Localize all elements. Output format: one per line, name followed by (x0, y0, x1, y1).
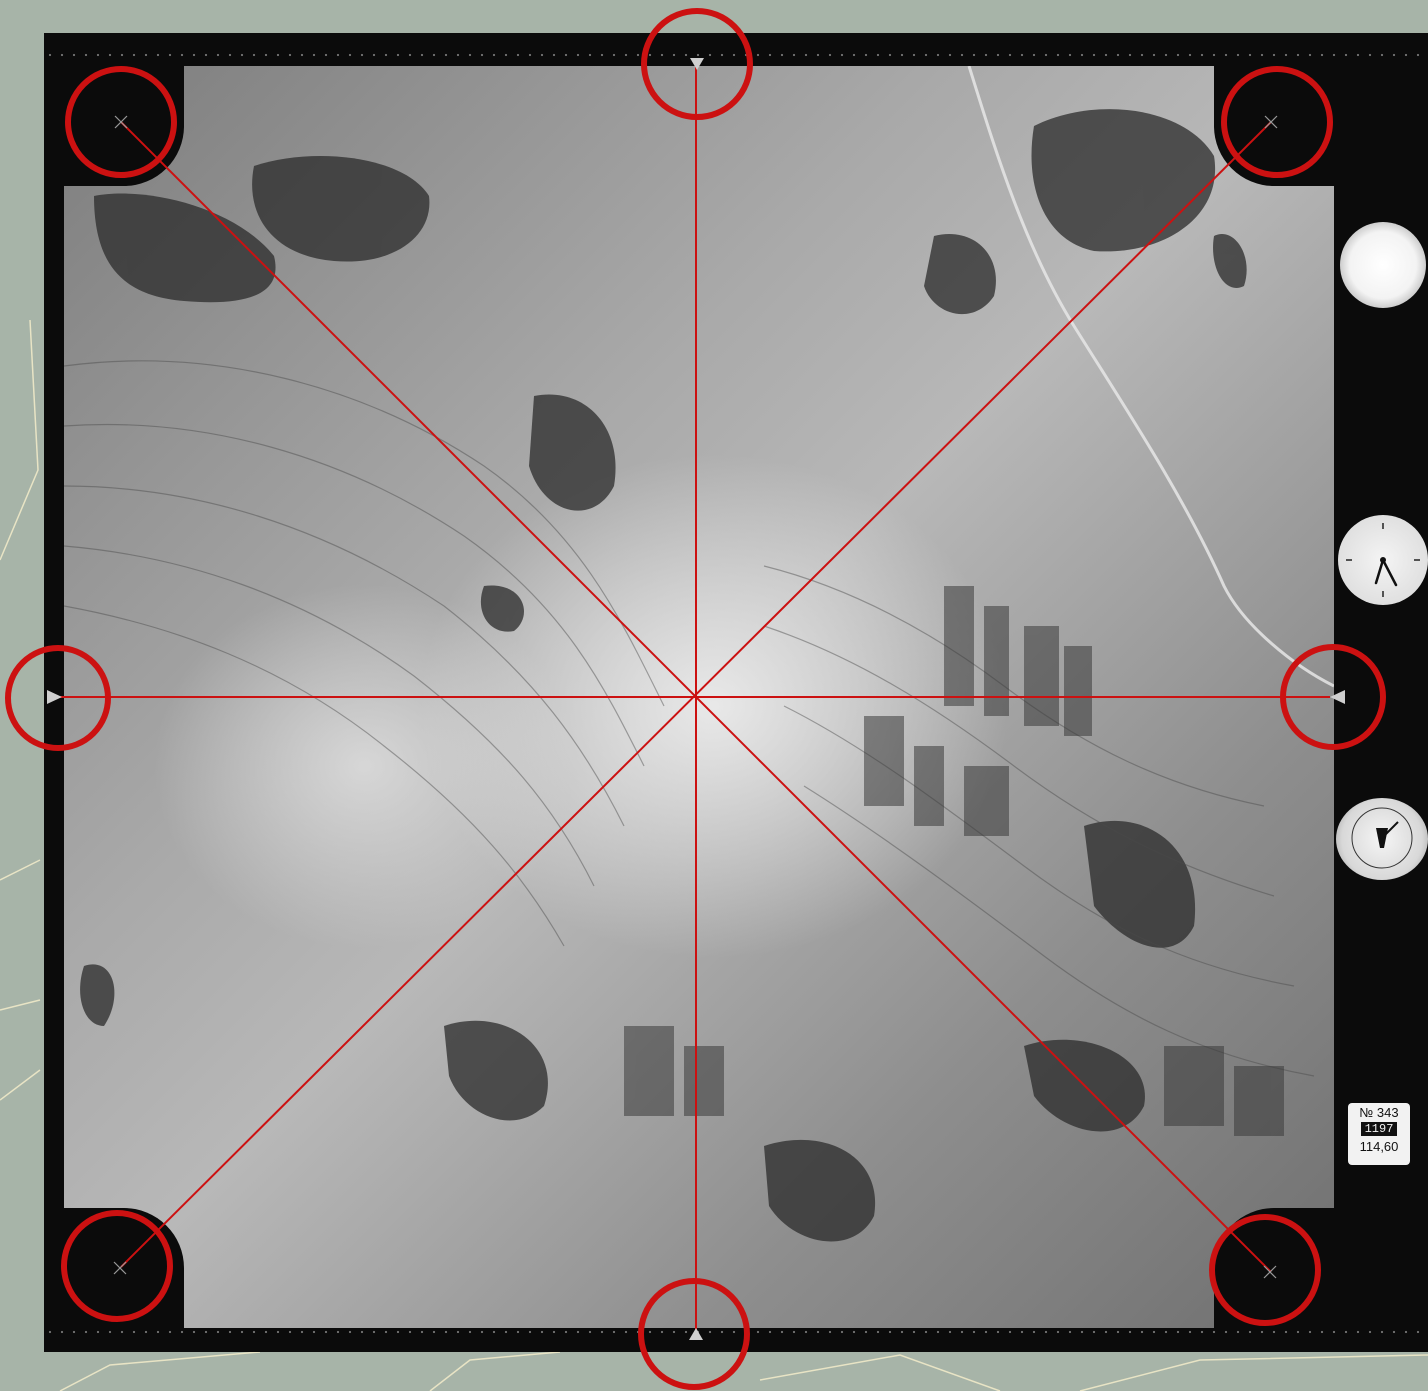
corner-fiducial-tab-top-right (1214, 66, 1334, 186)
aerial-photograph (64, 66, 1334, 1328)
clock-icon (1338, 515, 1428, 605)
camera-data-plate: № 343 1197 114,60 (1348, 1103, 1410, 1165)
terrain-texture (64, 66, 1334, 1242)
corner-fiducial-tab-bottom-right (1214, 1208, 1334, 1328)
focal-length: 114,60 (1359, 1139, 1399, 1154)
film-sprockets-bottom (44, 1330, 1428, 1334)
film-sprockets-top (44, 53, 1428, 57)
corner-fiducial-tab-top-left (64, 66, 184, 186)
level-bubble-icon (1336, 798, 1428, 880)
frame-number: № 343 (1359, 1105, 1399, 1120)
altimeter-icon (1340, 222, 1426, 308)
camera-serial: 1197 (1360, 1122, 1398, 1136)
corner-fiducial-tab-bottom-left (64, 1208, 184, 1328)
